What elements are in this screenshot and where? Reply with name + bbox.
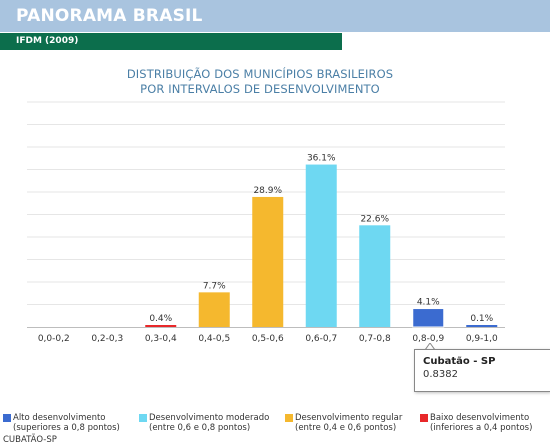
tooltip-title: Cubatão - SP — [423, 356, 496, 367]
x-tick-label-0,3-0,4: 0,3-0,4 — [145, 334, 177, 344]
value-label-0,6-0,7: 36.1% — [307, 154, 336, 164]
indicator-label: IFDM (2009) — [16, 36, 79, 46]
bar-0,8-0,9 — [412, 308, 445, 328]
legend-swatch-high — [3, 414, 11, 422]
legend-swatch-regular — [285, 414, 293, 422]
selected-municipality: CUBATÃO-SP — [3, 435, 57, 445]
value-label-0,4-0,5: 7.7% — [203, 281, 226, 291]
bar-0,4-0,5 — [198, 292, 230, 327]
tooltip-pointer — [425, 343, 435, 350]
x-tick-label-0,2-0,3: 0,2-0,3 — [91, 334, 123, 344]
legend-swatch-low — [420, 414, 428, 422]
bar-chart: 0,0-0,2 0,2-0,3 0.4% 0,3-0,4 7.7% 0,4-0,5 28.9… — [27, 101, 505, 344]
chart-title-line1: DISTRIBUIÇÃO DOS MUNICÍPIOS BRASILEIROS — [126, 67, 394, 81]
chart-title: DISTRIBUIÇÃO DOS MUNICÍPIOS BRASILEIROS … — [0, 67, 520, 97]
bar-0,5-0,6 — [252, 196, 284, 327]
x-tick-label-0,6-0,7: 0,6-0,7 — [305, 334, 337, 344]
tooltip-value: 0.8382 — [423, 369, 458, 380]
chart-title-line2: POR INTERVALOS DE DESENVOLVIMENTO — [140, 82, 380, 96]
value-label-0,3-0,4: 0.4% — [149, 314, 172, 324]
legend-range-regular: (entre 0,4 e 0,6 pontos) — [295, 423, 397, 433]
bar-0,9-1,0 — [466, 325, 498, 327]
indicator-bar: IFDM (2009) — [0, 33, 342, 50]
legend-label-high: Alto desenvolvimento — [13, 413, 106, 423]
x-tick-label-0,7-0,8: 0,7-0,8 — [359, 334, 391, 344]
bar-0,3-0,4 — [145, 325, 177, 327]
value-label-0,5-0,6: 28.9% — [253, 186, 282, 196]
panel-header: PANORAMA BRASIL — [0, 0, 550, 32]
legend-range-low: (inferiores a 0,4 pontos) — [430, 423, 533, 433]
panel-title: PANORAMA BRASIL — [16, 6, 203, 26]
value-label-0,8-0,9: 4.1% — [417, 298, 440, 308]
legend-label-regular: Desenvolvimento regular — [295, 413, 403, 423]
x-tick-label-0,4-0,5: 0,4-0,5 — [198, 334, 230, 344]
x-tick-label-0,5-0,6: 0,5-0,6 — [252, 334, 284, 344]
legend-range-high: (superiores a 0,8 pontos) — [13, 423, 120, 433]
x-tick-label-0,9-1,0: 0,9-1,0 — [466, 334, 498, 344]
x-tick-label-0,8-0,9: 0,8-0,9 — [412, 334, 444, 344]
tooltip: Cubatão - SP 0.8382 — [414, 349, 550, 392]
x-tick-label-0,0-0,2: 0,0-0,2 — [38, 334, 70, 344]
bar-0,6-0,7 — [305, 164, 337, 327]
bar-0,7-0,8 — [359, 225, 391, 327]
legend-swatch-moderate — [139, 414, 147, 422]
value-label-0,9-1,0: 0.1% — [470, 314, 493, 324]
legend-label-low: Baixo desenvolvimento — [430, 413, 530, 423]
legend-range-moderate: (entre 0,6 e 0,8 pontos) — [149, 423, 251, 433]
legend-label-moderate: Desenvolvimento moderado — [149, 413, 270, 423]
value-label-0,7-0,8: 22.6% — [360, 214, 389, 224]
